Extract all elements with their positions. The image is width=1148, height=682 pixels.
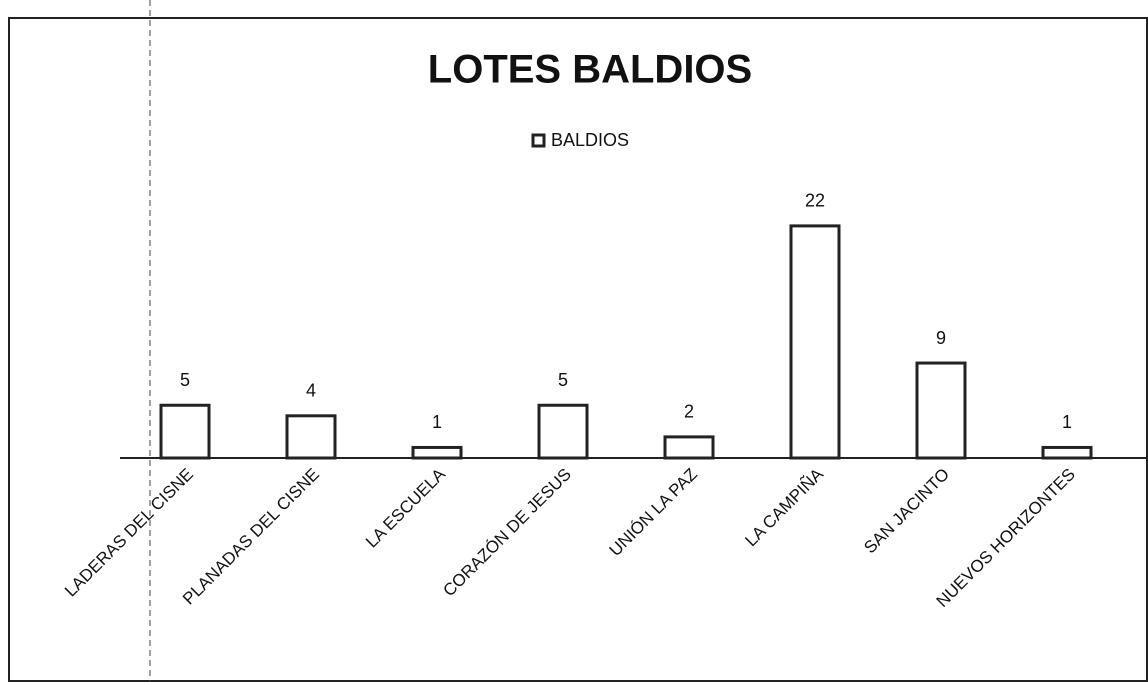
data-label: 1	[1062, 412, 1072, 432]
chart-frame	[8, 17, 1148, 682]
legend-swatch	[531, 133, 546, 148]
bar	[915, 361, 967, 460]
bar	[1041, 445, 1093, 460]
chart-title: LOTES BALDIOS	[428, 48, 752, 92]
data-label: 5	[180, 370, 190, 390]
bar	[537, 403, 589, 460]
bar	[159, 403, 211, 460]
data-label: 4	[306, 381, 316, 401]
legend-label: BALDIOS	[551, 130, 629, 150]
bar	[663, 435, 715, 460]
bar	[411, 445, 463, 460]
data-label: 1	[432, 412, 442, 432]
data-label: 22	[805, 191, 825, 211]
bar	[789, 224, 841, 460]
data-label: 2	[684, 402, 694, 422]
data-label: 9	[936, 328, 946, 348]
data-label: 5	[558, 370, 568, 390]
bar	[285, 414, 337, 460]
